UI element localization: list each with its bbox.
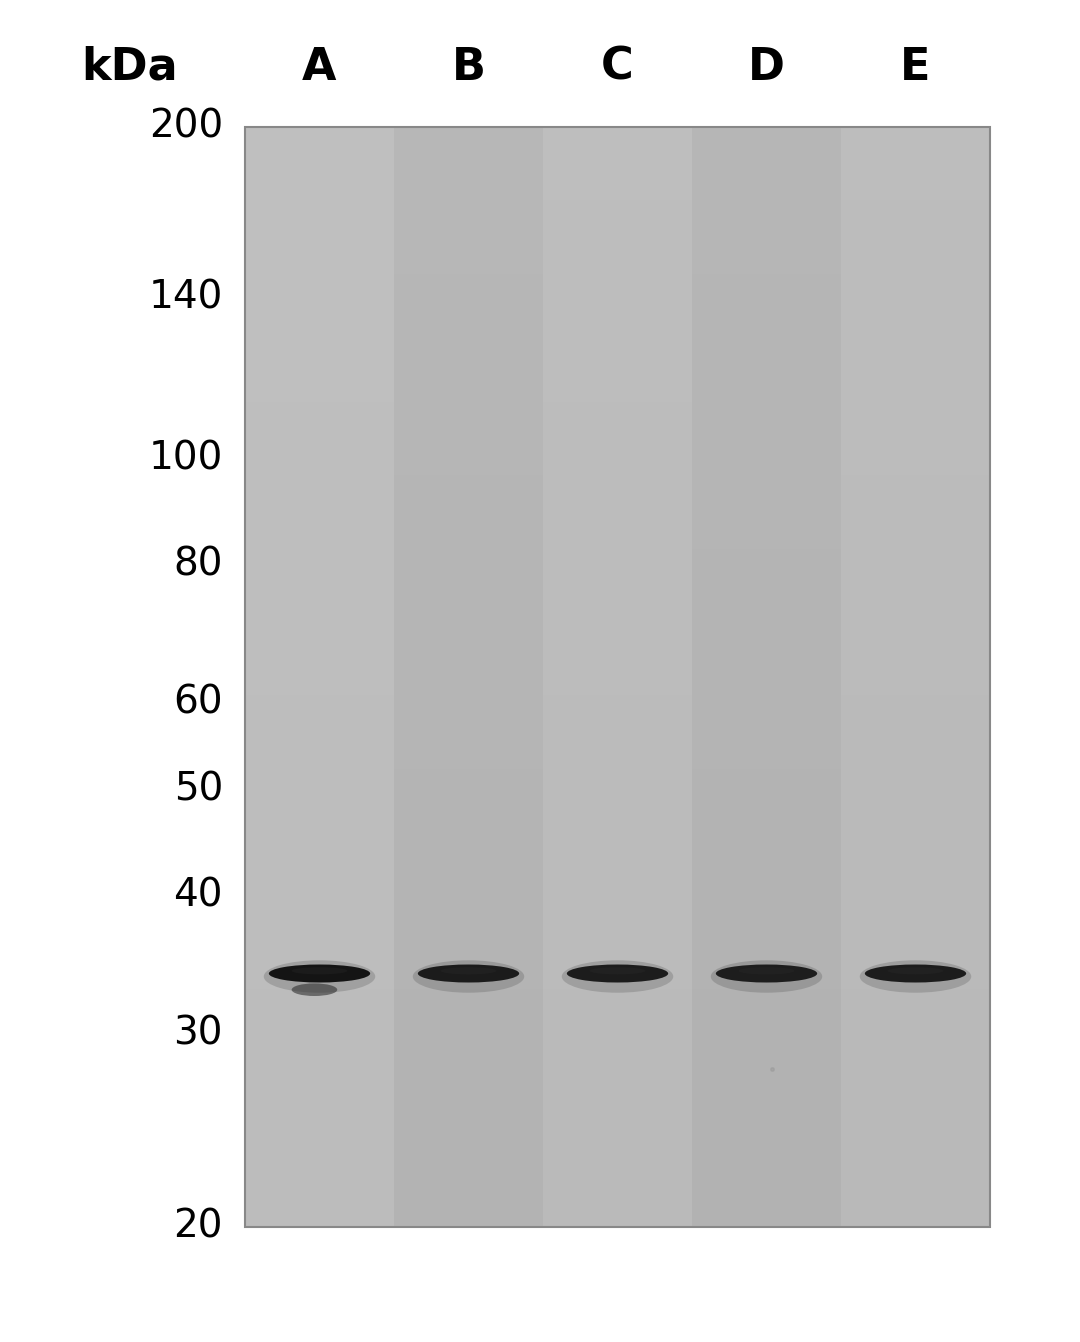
Bar — [245, 731, 990, 750]
Bar — [245, 494, 990, 513]
Bar — [245, 127, 990, 1227]
Bar — [543, 127, 692, 1227]
Bar — [245, 934, 990, 951]
Ellipse shape — [292, 968, 348, 974]
Bar — [245, 200, 990, 219]
Bar — [245, 951, 990, 970]
Bar — [245, 824, 990, 841]
Bar — [245, 568, 990, 585]
Text: 100: 100 — [149, 439, 222, 478]
Ellipse shape — [716, 965, 818, 982]
Bar — [245, 439, 990, 458]
Bar — [245, 329, 990, 348]
Ellipse shape — [269, 965, 370, 982]
Text: B: B — [451, 46, 486, 89]
Bar — [245, 293, 990, 310]
Bar — [245, 1062, 990, 1080]
Bar — [245, 238, 990, 255]
Bar — [245, 219, 990, 238]
Bar — [245, 640, 990, 659]
Text: E: E — [901, 46, 931, 89]
Bar — [692, 127, 841, 1227]
Bar — [245, 1044, 990, 1062]
Bar — [245, 989, 990, 1006]
Ellipse shape — [739, 968, 795, 974]
Bar — [394, 127, 543, 1227]
Bar — [245, 604, 990, 621]
Ellipse shape — [711, 961, 822, 993]
Bar — [245, 420, 990, 439]
Bar — [245, 879, 990, 896]
Bar — [245, 255, 990, 274]
Bar — [245, 384, 990, 403]
Bar — [245, 1190, 990, 1209]
Bar — [245, 365, 990, 384]
Bar — [245, 621, 990, 640]
Bar — [245, 1172, 990, 1190]
Ellipse shape — [567, 965, 669, 982]
Text: D: D — [748, 46, 785, 89]
Bar — [245, 183, 990, 200]
Bar — [245, 1209, 990, 1227]
Bar — [245, 915, 990, 934]
Text: 60: 60 — [174, 683, 222, 721]
Bar — [245, 786, 990, 805]
Bar — [245, 1117, 990, 1135]
Text: 30: 30 — [174, 1015, 222, 1052]
Bar — [245, 127, 990, 145]
Bar — [245, 1135, 990, 1154]
Bar — [245, 860, 990, 879]
Bar — [245, 310, 990, 329]
Bar — [245, 1080, 990, 1099]
Bar — [245, 274, 990, 293]
Bar — [245, 458, 990, 475]
Bar — [245, 475, 990, 494]
Ellipse shape — [292, 984, 337, 996]
Ellipse shape — [590, 968, 646, 974]
Bar — [841, 127, 990, 1227]
Bar — [245, 970, 990, 989]
Bar — [245, 750, 990, 769]
Text: 20: 20 — [174, 1208, 222, 1245]
Text: 140: 140 — [149, 278, 222, 317]
Text: 200: 200 — [149, 107, 222, 146]
Ellipse shape — [418, 965, 519, 982]
Ellipse shape — [865, 965, 967, 982]
Bar — [245, 348, 990, 365]
Bar — [245, 549, 990, 568]
Bar — [245, 676, 990, 695]
Bar — [245, 805, 990, 824]
Ellipse shape — [441, 968, 497, 974]
Bar — [245, 164, 990, 183]
Bar — [245, 403, 990, 420]
Bar — [245, 1006, 990, 1025]
Bar — [245, 769, 990, 786]
Text: C: C — [602, 46, 634, 89]
Ellipse shape — [264, 961, 375, 993]
Ellipse shape — [888, 968, 943, 974]
Text: 50: 50 — [174, 770, 222, 808]
Bar — [245, 714, 990, 731]
Text: A: A — [302, 46, 337, 89]
Bar — [245, 127, 990, 1227]
Bar — [245, 659, 990, 676]
Bar — [245, 896, 990, 915]
Ellipse shape — [413, 961, 524, 993]
Bar — [245, 145, 990, 164]
Ellipse shape — [562, 961, 673, 993]
Bar — [245, 695, 990, 714]
Bar — [245, 530, 990, 549]
Bar — [245, 127, 394, 1227]
Text: 40: 40 — [174, 876, 222, 915]
Bar — [245, 1154, 990, 1172]
Text: 80: 80 — [174, 546, 222, 584]
Bar — [245, 513, 990, 530]
Bar — [245, 585, 990, 604]
Text: kDa: kDa — [82, 46, 178, 89]
Ellipse shape — [860, 961, 971, 993]
Bar — [245, 1025, 990, 1044]
Bar — [245, 841, 990, 860]
Bar — [245, 1099, 990, 1117]
